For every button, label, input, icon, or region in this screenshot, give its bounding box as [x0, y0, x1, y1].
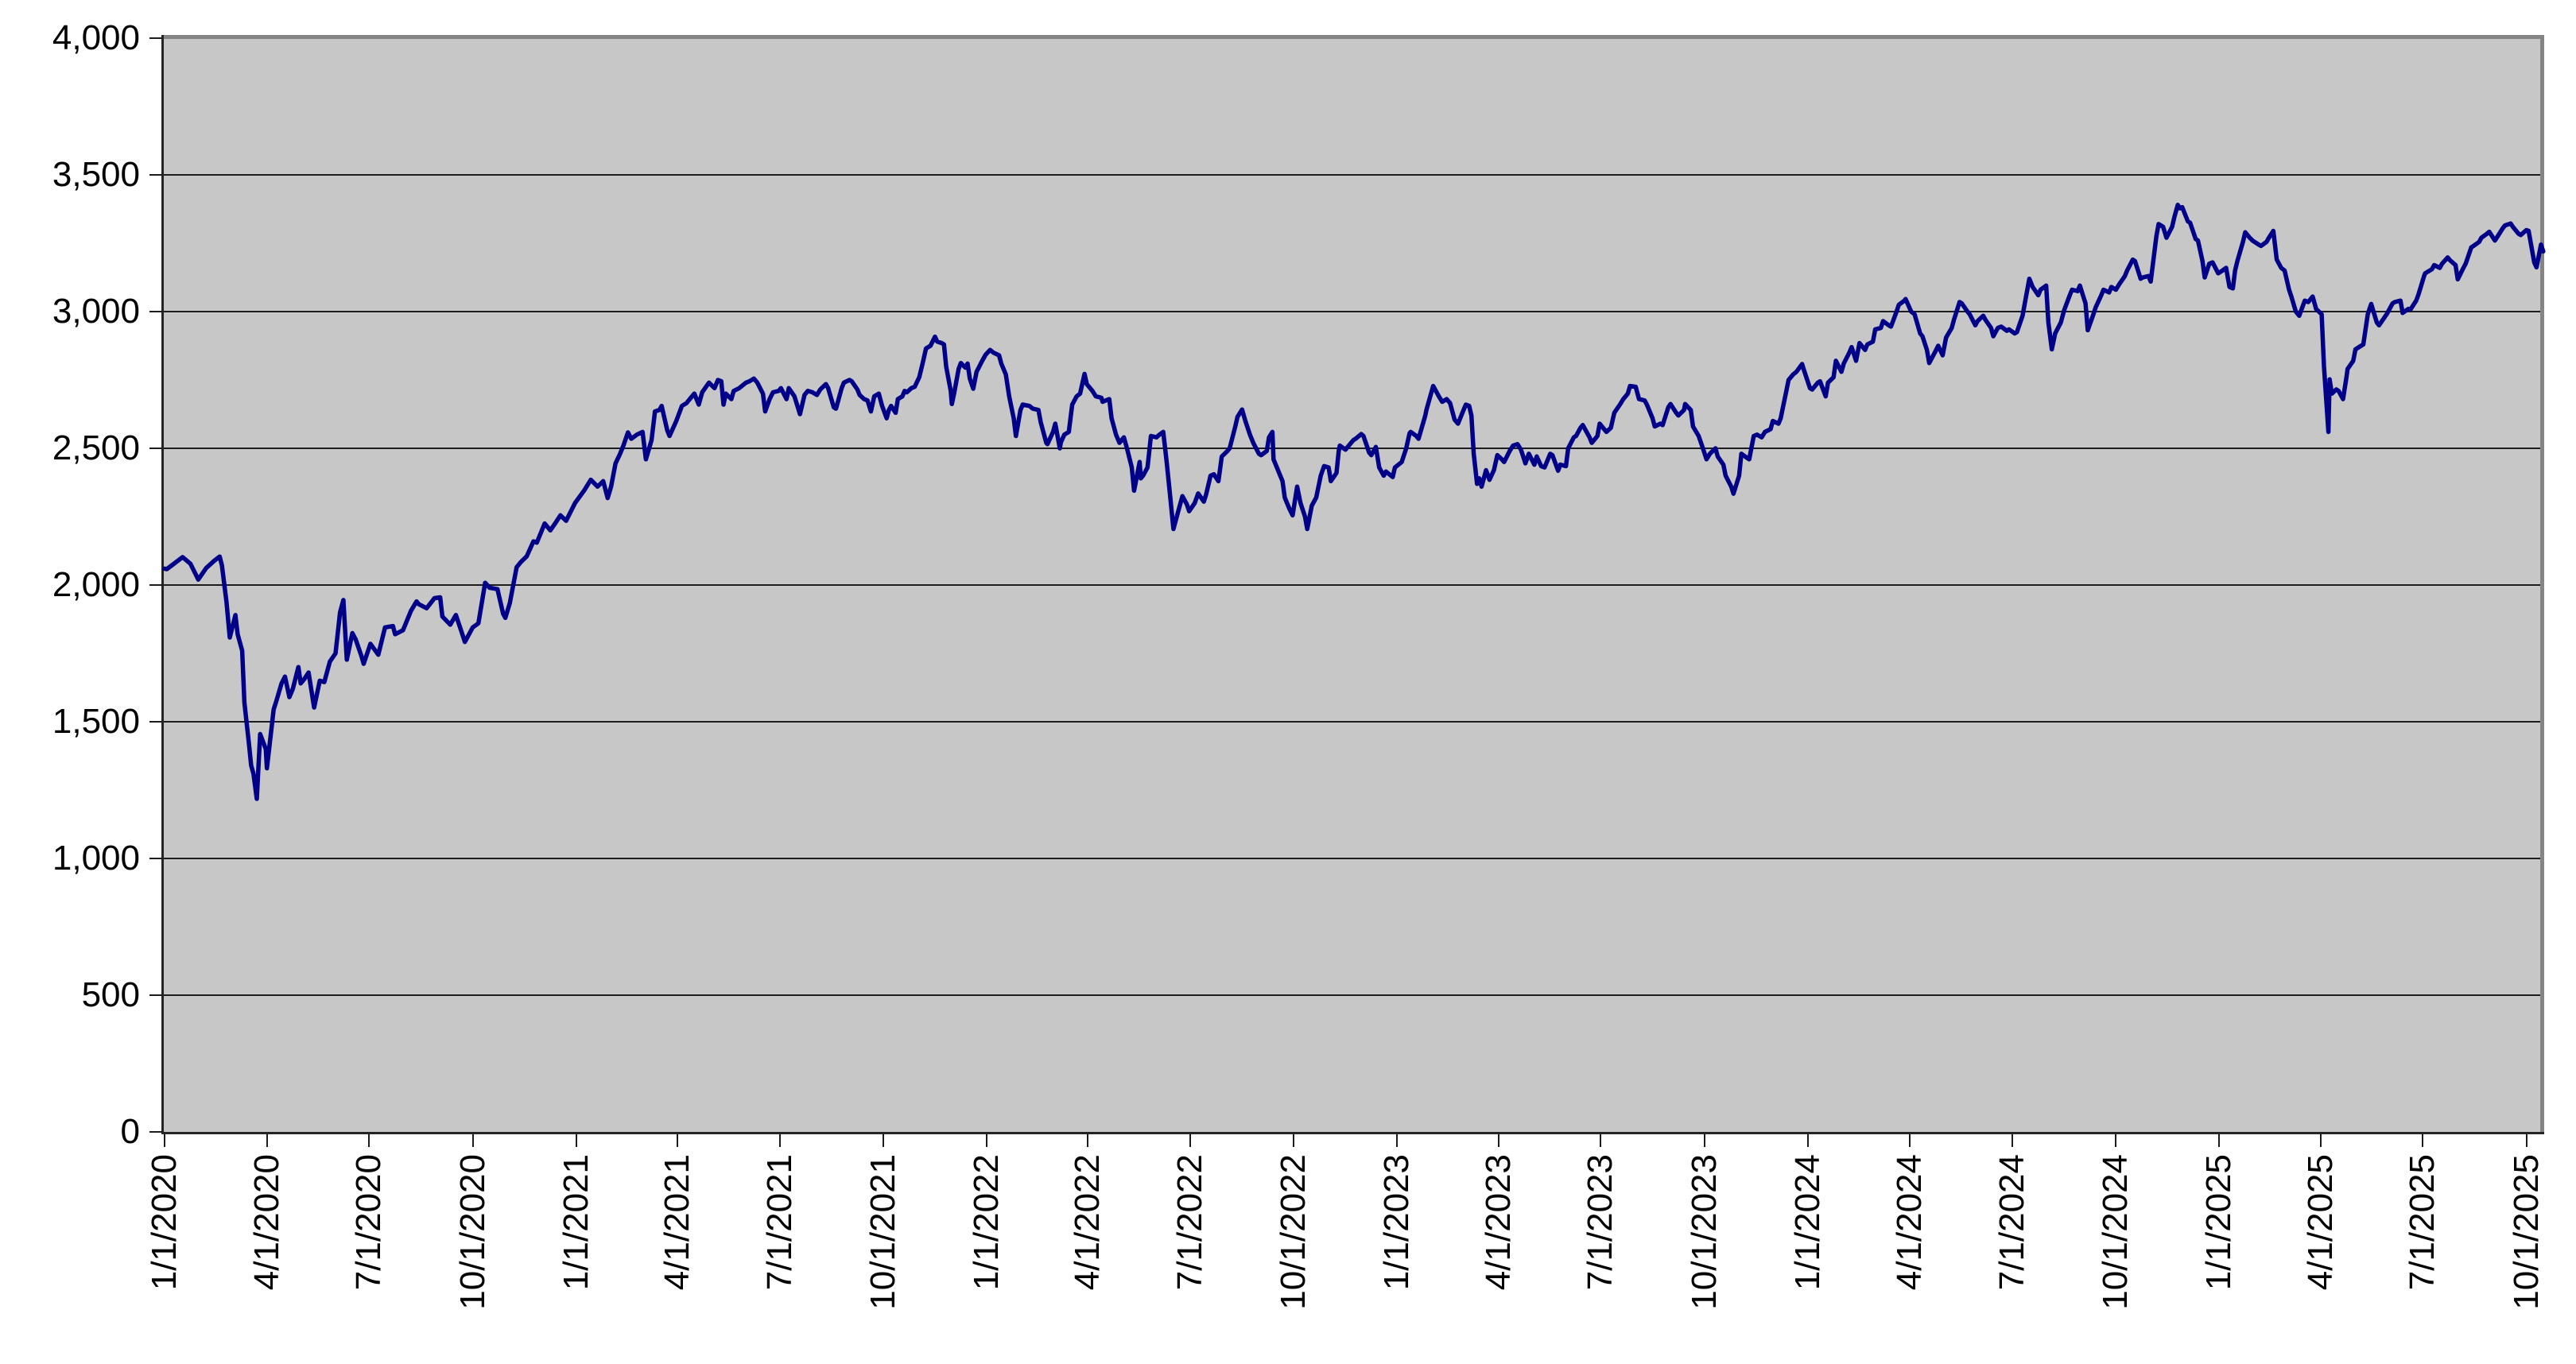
y-axis-line	[161, 35, 164, 1132]
gridline	[164, 721, 2540, 723]
x-tick-mark	[2422, 1134, 2424, 1147]
y-tick-label: 3,000	[52, 292, 140, 331]
y-tick-mark	[149, 584, 162, 586]
y-tick-mark	[149, 858, 162, 859]
x-tick-mark	[471, 1134, 474, 1147]
gridline	[164, 858, 2540, 859]
y-tick-label: 1,500	[52, 702, 140, 741]
gridline	[164, 311, 2540, 312]
x-tick-mark	[986, 1134, 988, 1147]
x-tick-mark	[1703, 1134, 1705, 1147]
x-tick-mark	[1909, 1134, 1911, 1147]
y-tick-label: 2,000	[52, 565, 140, 604]
x-tick-mark	[1806, 1134, 1809, 1147]
x-tick-mark	[1087, 1134, 1089, 1147]
y-tick-mark	[149, 721, 162, 723]
x-tick-mark	[882, 1134, 884, 1147]
gridline	[164, 584, 2540, 586]
y-tick-mark	[149, 1131, 162, 1133]
x-tick-mark	[2218, 1134, 2221, 1147]
gridline	[164, 174, 2540, 176]
plot-area	[164, 35, 2544, 1132]
y-tick-label: 4,000	[52, 18, 140, 57]
y-tick-label: 0	[120, 1112, 140, 1151]
x-tick-mark	[2115, 1134, 2117, 1147]
x-tick-mark	[1396, 1134, 1399, 1147]
y-tick-label: 3,500	[52, 155, 140, 194]
x-tick-mark	[2525, 1134, 2528, 1147]
x-tick-mark	[1600, 1134, 1602, 1147]
x-axis-line	[161, 1132, 2544, 1134]
x-tick-mark	[1189, 1134, 1192, 1147]
x-tick-mark	[1293, 1134, 1295, 1147]
y-tick-label: 2,500	[52, 428, 140, 467]
y-tick-mark	[149, 311, 162, 312]
x-tick-mark	[1497, 1134, 1499, 1147]
y-tick-label: 1,000	[52, 839, 140, 878]
x-tick-mark	[2319, 1134, 2322, 1147]
y-tick-mark	[149, 994, 162, 996]
y-tick-mark	[149, 174, 162, 176]
x-tick-mark	[266, 1134, 268, 1147]
x-tick-mark	[2012, 1134, 2014, 1147]
gridline	[164, 994, 2540, 996]
gridline	[164, 448, 2540, 449]
price-line	[162, 203, 2546, 801]
x-tick-mark	[778, 1134, 781, 1147]
y-tick-mark	[149, 37, 162, 39]
x-tick-mark	[575, 1134, 577, 1147]
x-tick-mark	[164, 1134, 165, 1147]
y-tick-mark	[149, 448, 162, 449]
y-tick-label: 500	[81, 975, 140, 1014]
x-tick-mark	[677, 1134, 679, 1147]
x-tick-mark	[368, 1134, 370, 1147]
